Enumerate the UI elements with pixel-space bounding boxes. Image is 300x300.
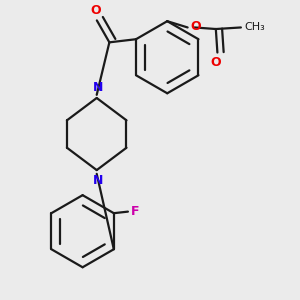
Text: N: N [93,174,104,187]
Text: O: O [211,56,221,69]
Text: O: O [90,4,101,17]
Text: N: N [93,81,104,94]
Text: F: F [130,205,139,218]
Text: O: O [190,20,201,33]
Text: CH₃: CH₃ [244,22,265,32]
